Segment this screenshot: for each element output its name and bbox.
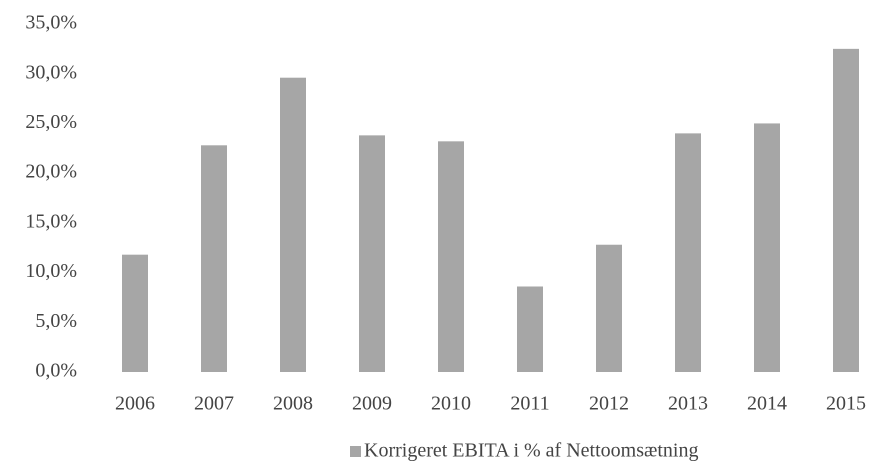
y-tick-label: 10,0% bbox=[25, 260, 77, 282]
y-tick-label: 30,0% bbox=[25, 61, 77, 83]
x-tick-label: 2014 bbox=[747, 393, 787, 415]
y-tick-label: 0,0% bbox=[35, 360, 77, 382]
legend-swatch bbox=[350, 446, 361, 457]
x-tick-label: 2008 bbox=[273, 393, 313, 415]
legend-label: Korrigeret EBITA i % af Nettoomsætning bbox=[364, 440, 698, 462]
x-tick-label: 2009 bbox=[352, 393, 392, 415]
x-tick-label: 2015 bbox=[826, 393, 866, 415]
x-tick-label: 2010 bbox=[431, 393, 471, 415]
bar bbox=[517, 286, 543, 372]
x-tick-label: 2011 bbox=[510, 393, 549, 415]
bar bbox=[754, 123, 780, 372]
bar bbox=[438, 141, 464, 372]
bar bbox=[359, 135, 385, 372]
x-tick-label: 2007 bbox=[194, 393, 234, 415]
bar bbox=[122, 254, 148, 372]
y-tick-label: 15,0% bbox=[25, 210, 77, 232]
bar bbox=[201, 145, 227, 372]
x-tick-label: 2006 bbox=[115, 393, 155, 415]
bar bbox=[833, 48, 859, 372]
x-tick-label: 2012 bbox=[589, 393, 629, 415]
y-tick-label: 5,0% bbox=[35, 310, 77, 332]
y-tick-label: 25,0% bbox=[25, 111, 77, 133]
y-tick-label: 35,0% bbox=[25, 12, 77, 34]
y-tick-label: 20,0% bbox=[25, 161, 77, 183]
bar bbox=[675, 133, 701, 372]
bar bbox=[280, 77, 306, 372]
x-tick-label: 2013 bbox=[668, 393, 708, 415]
bar bbox=[596, 244, 622, 372]
